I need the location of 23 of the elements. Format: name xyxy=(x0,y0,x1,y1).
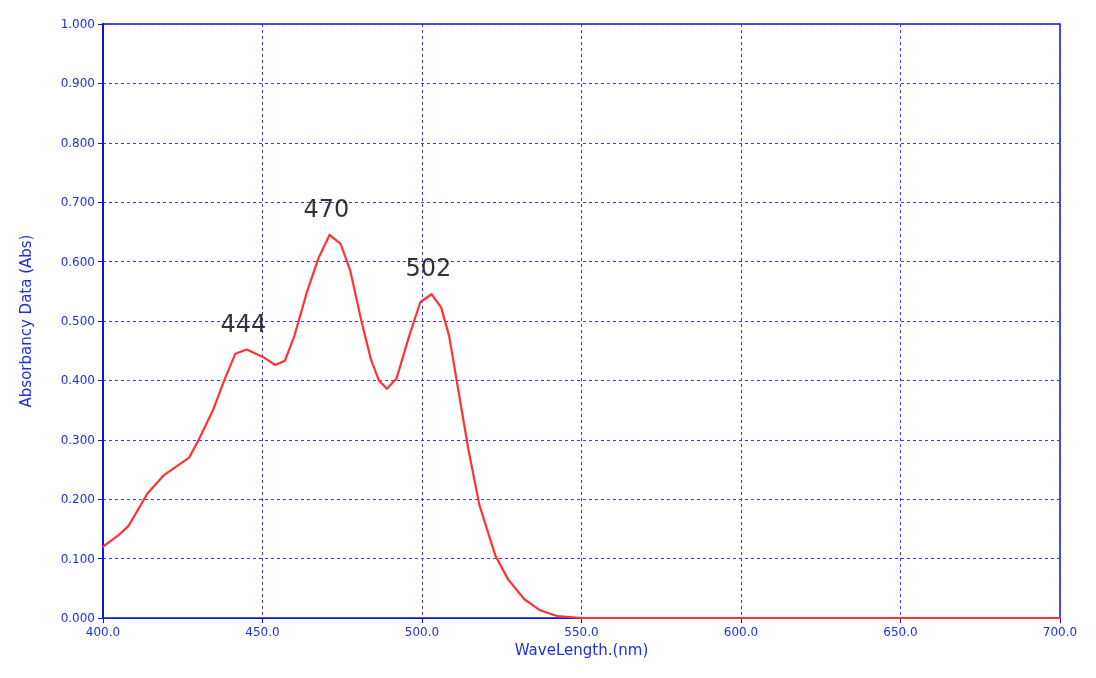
x-tick-label: 400.0 xyxy=(85,625,121,639)
y-tick-label: 0.300 xyxy=(60,432,95,447)
y-tick-label: 1.000 xyxy=(60,17,95,31)
annotation: 444 xyxy=(220,309,267,338)
x-tick-label: 450.0 xyxy=(245,625,280,639)
y-axis-title: Absorbancy Data (Abs) xyxy=(16,234,35,408)
x-tick-label: 550.0 xyxy=(564,625,599,639)
annotation: 470 xyxy=(303,194,350,223)
annotation: 502 xyxy=(405,254,452,283)
x-tick-label: 500.0 xyxy=(404,625,440,639)
x-tick-label: 700.0 xyxy=(1042,625,1078,639)
x-tick-label: 650.0 xyxy=(883,625,918,639)
y-tick-label: 0.700 xyxy=(60,195,95,210)
x-tick-label: 600.0 xyxy=(723,625,759,639)
x-axis-title: WaveLength.(nm) xyxy=(514,641,649,660)
y-tick-label: 0.800 xyxy=(60,135,95,150)
y-tick-label: 0.600 xyxy=(60,254,95,269)
y-tick-label: 0.100 xyxy=(60,551,95,566)
y-tick-label: 0.400 xyxy=(60,373,95,388)
y-tick-label: 0.500 xyxy=(60,314,95,328)
y-tick-label: 0.000 xyxy=(60,611,95,625)
y-tick-label: 0.200 xyxy=(60,492,95,507)
y-tick-label: 0.900 xyxy=(60,76,95,91)
